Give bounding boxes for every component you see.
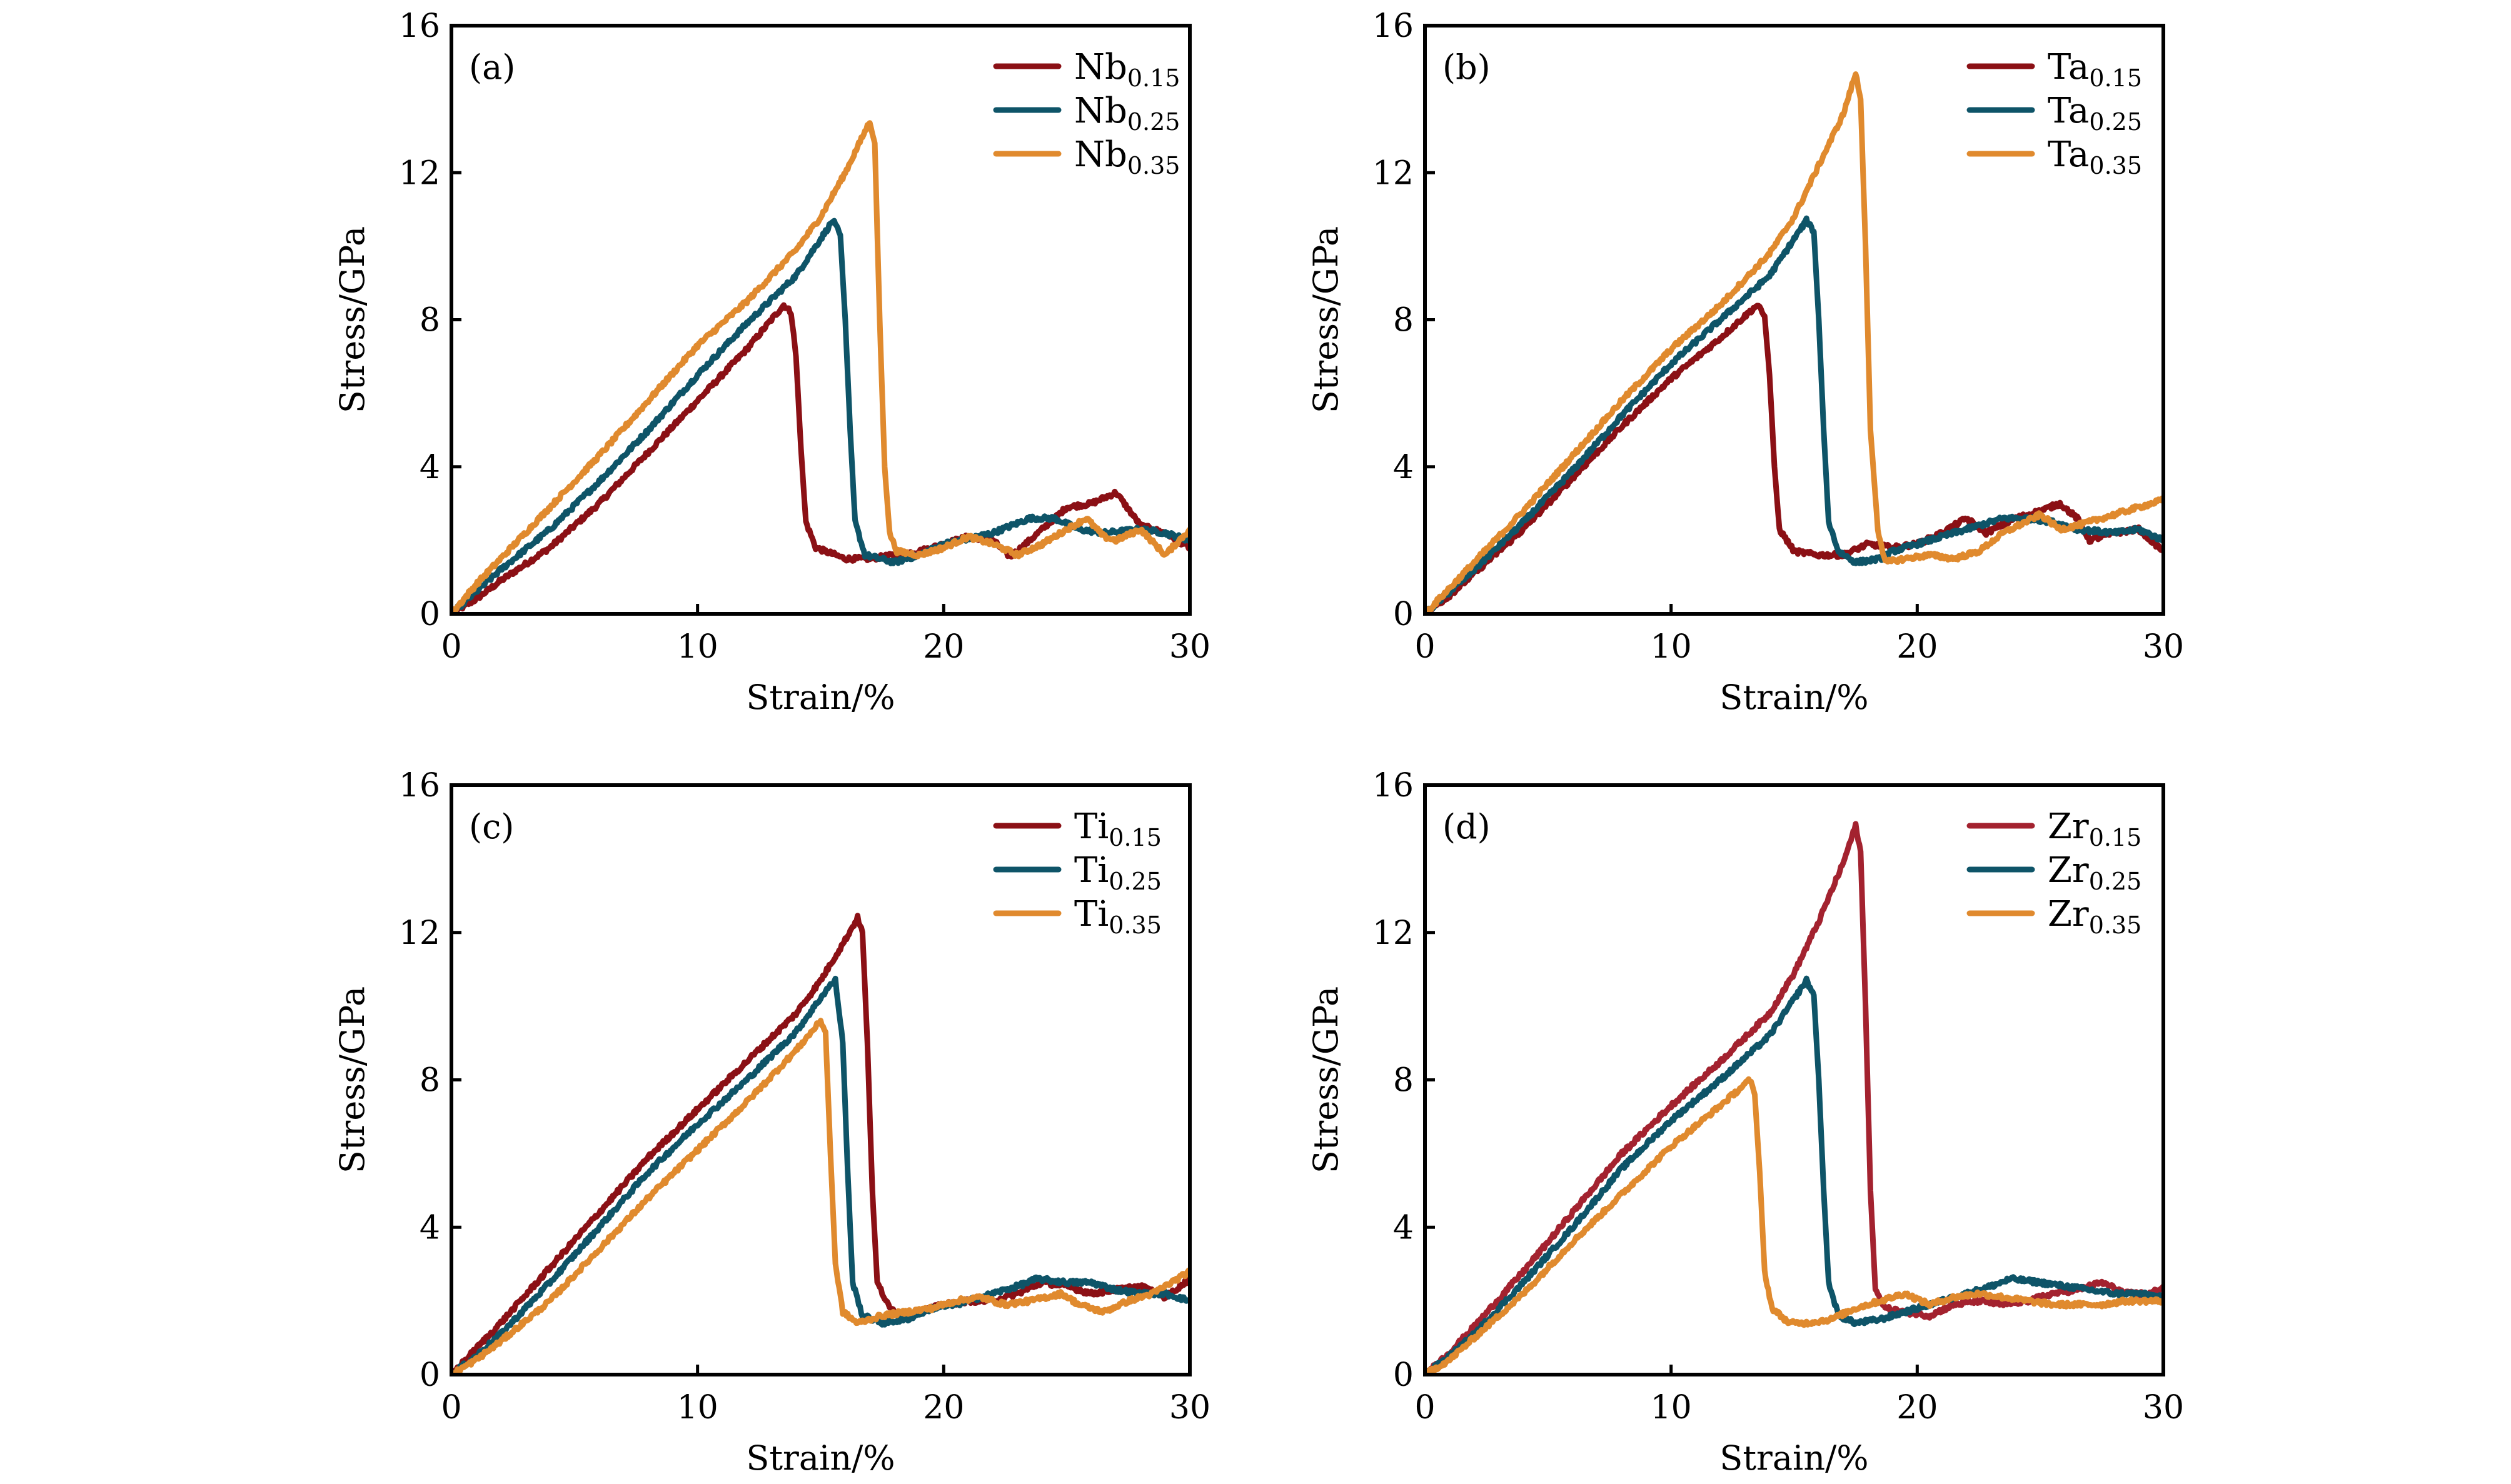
series-line-ta-035	[1425, 71, 2163, 614]
y-tick-label: 16	[399, 767, 440, 805]
x-tick-label: 30	[2143, 628, 2184, 666]
legend-entry: Zr0.25	[2048, 850, 2141, 895]
series-line-ta-015	[1425, 303, 2163, 614]
panel-label: (c)	[469, 807, 514, 846]
series-line-zr-035	[1425, 1076, 2163, 1375]
y-axis-title: Stress/GPa	[333, 986, 372, 1173]
x-tick-label: 0	[441, 1389, 461, 1426]
panel-label: (d)	[1442, 807, 1491, 846]
panel-label: (a)	[469, 48, 515, 87]
x-tick-label: 10	[677, 1389, 718, 1426]
y-tick-label: 8	[420, 1062, 440, 1100]
series-group	[1425, 71, 2163, 614]
x-axis-title: Strain/%	[746, 1438, 895, 1478]
panel-a: 0 10 20 30 0 4 8 12 16 Strain/% Stress/GPa (a) Nb0.1…	[333, 8, 1210, 717]
legend-entry: Ti0.15	[1074, 806, 1162, 851]
series-line-ti-035	[451, 1018, 1190, 1375]
x-tick-label: 30	[1169, 628, 1210, 666]
y-tick-label: 8	[1393, 302, 1414, 339]
y-tick-label: 12	[399, 915, 440, 952]
legend-entry: Ta0.15	[2048, 47, 2142, 92]
series-line-ti-025	[451, 975, 1190, 1375]
x-tick-label: 0	[1414, 628, 1435, 666]
y-tick-label: 4	[1393, 449, 1414, 486]
y-tick-label: 0	[1393, 1356, 1414, 1394]
y-tick-label: 12	[1372, 915, 1414, 952]
series-line-zr-025	[1425, 975, 2163, 1375]
y-tick-label: 16	[399, 8, 440, 45]
series-group	[1425, 821, 2163, 1375]
x-tick-label: 20	[1896, 628, 1938, 666]
legend-entry: Nb0.25	[1074, 91, 1180, 136]
x-tick-label: 0	[1414, 1389, 1435, 1426]
y-tick-label: 12	[1372, 154, 1414, 192]
y-tick-label: 4	[420, 449, 440, 486]
legend-entry: Nb0.35	[1074, 134, 1180, 179]
x-tick-label: 30	[2143, 1389, 2184, 1426]
legend-entry: Ti0.25	[1074, 850, 1162, 895]
y-axis-title: Stress/GPa	[1306, 986, 1346, 1173]
x-tick-label: 30	[1169, 1389, 1210, 1426]
legend-entry: Zr0.15	[2048, 806, 2141, 851]
x-tick-label: 10	[677, 628, 718, 666]
x-tick-label: 10	[1651, 628, 1692, 666]
y-tick-label: 4	[420, 1209, 440, 1246]
series-line-nb-015	[451, 302, 1190, 614]
series-line-nb-025	[451, 218, 1190, 614]
series-group	[451, 913, 1190, 1375]
x-tick-label: 0	[441, 628, 461, 666]
y-axis-title: Stress/GPa	[1306, 226, 1346, 413]
series-line-nb-035	[451, 120, 1190, 614]
series-group	[451, 120, 1190, 614]
panel-d: 0 10 20 30 0 4 8 12 16 Strain/% Stress/GPa (d) Zr0.1…	[1306, 767, 2184, 1478]
panel-b: 0 10 20 30 0 4 8 12 16 Strain/% Stress/GPa (b) Ta0.1…	[1306, 8, 2184, 717]
y-tick-label: 0	[420, 596, 440, 633]
x-tick-label: 20	[923, 1389, 964, 1426]
legend-entry: Zr0.35	[2048, 894, 2141, 939]
x-axis-title: Strain/%	[1719, 678, 1868, 717]
y-tick-label: 8	[1393, 1062, 1414, 1100]
y-tick-label: 16	[1372, 8, 1414, 45]
y-tick-label: 16	[1372, 767, 1414, 805]
y-tick-label: 12	[399, 154, 440, 192]
series-line-zr-015	[1425, 821, 2163, 1375]
legend-entry: Ta0.35	[2048, 134, 2142, 179]
y-tick-label: 4	[1393, 1209, 1414, 1246]
legend-entry: Ta0.25	[2048, 91, 2142, 136]
x-tick-label: 20	[1896, 1389, 1938, 1426]
panel-label: (b)	[1442, 48, 1491, 87]
legend-entry: Ti0.35	[1074, 894, 1162, 939]
x-tick-label: 10	[1651, 1389, 1692, 1426]
y-axis-title: Stress/GPa	[333, 226, 372, 413]
y-tick-label: 0	[420, 1356, 440, 1394]
series-line-ta-025	[1425, 215, 2163, 614]
y-tick-label: 8	[420, 302, 440, 339]
y-tick-label: 0	[1393, 596, 1414, 633]
legend-entry: Nb0.15	[1074, 47, 1180, 92]
x-tick-label: 20	[923, 628, 964, 666]
x-axis-title: Strain/%	[1719, 1438, 1868, 1478]
x-axis-title: Strain/%	[746, 678, 895, 717]
panel-c: 0 10 20 30 0 4 8 12 16 Strain/% Stress/GPa (c) Ti0.1…	[333, 767, 1210, 1478]
